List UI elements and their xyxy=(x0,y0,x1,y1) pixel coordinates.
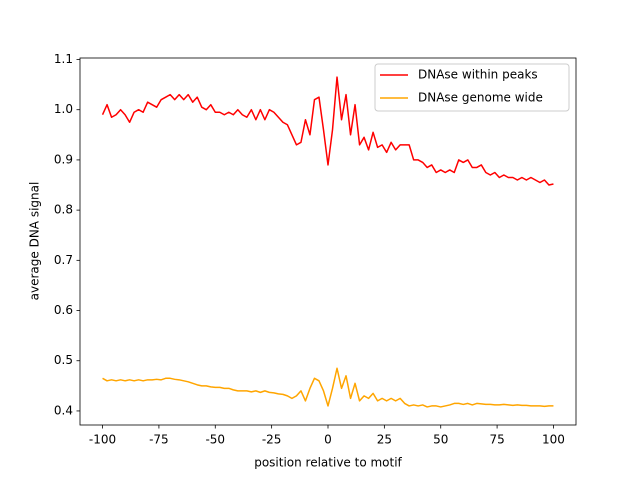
y-tick-label: 0.4 xyxy=(54,403,73,417)
legend-box xyxy=(374,63,570,112)
x-tick-label: 75 xyxy=(489,433,504,447)
data-line xyxy=(102,367,554,408)
x-tick-label: -75 xyxy=(149,433,169,447)
y-axis-label: average DNA signal xyxy=(28,182,42,301)
y-tick-label: 0.9 xyxy=(54,152,73,166)
y-tick-label: 0.7 xyxy=(54,253,73,267)
x-tick-label: 0 xyxy=(324,433,332,447)
y-tick-label: 1.1 xyxy=(54,52,73,66)
axes-frame xyxy=(79,57,577,426)
x-tick-label: -100 xyxy=(89,433,116,447)
y-tick-label: 0.6 xyxy=(54,303,73,317)
x-tick-label: 25 xyxy=(377,433,392,447)
legend-label: DNAse within peaks xyxy=(418,68,538,82)
y-tick-label: 0.8 xyxy=(54,203,73,217)
x-tick-label: -25 xyxy=(262,433,282,447)
y-tick-label: 1.0 xyxy=(54,102,73,116)
x-tick-label: 100 xyxy=(542,433,565,447)
legend-label: DNAse genome wide xyxy=(418,91,543,105)
legend: DNAse within peaks DNAse genome wide xyxy=(374,63,570,112)
x-tick-label: 50 xyxy=(433,433,448,447)
data-line xyxy=(101,76,554,186)
x-tick-label: -50 xyxy=(205,433,225,447)
x-axis-label: position relative to motif xyxy=(254,456,402,470)
y-tick-label: 0.5 xyxy=(54,353,73,367)
